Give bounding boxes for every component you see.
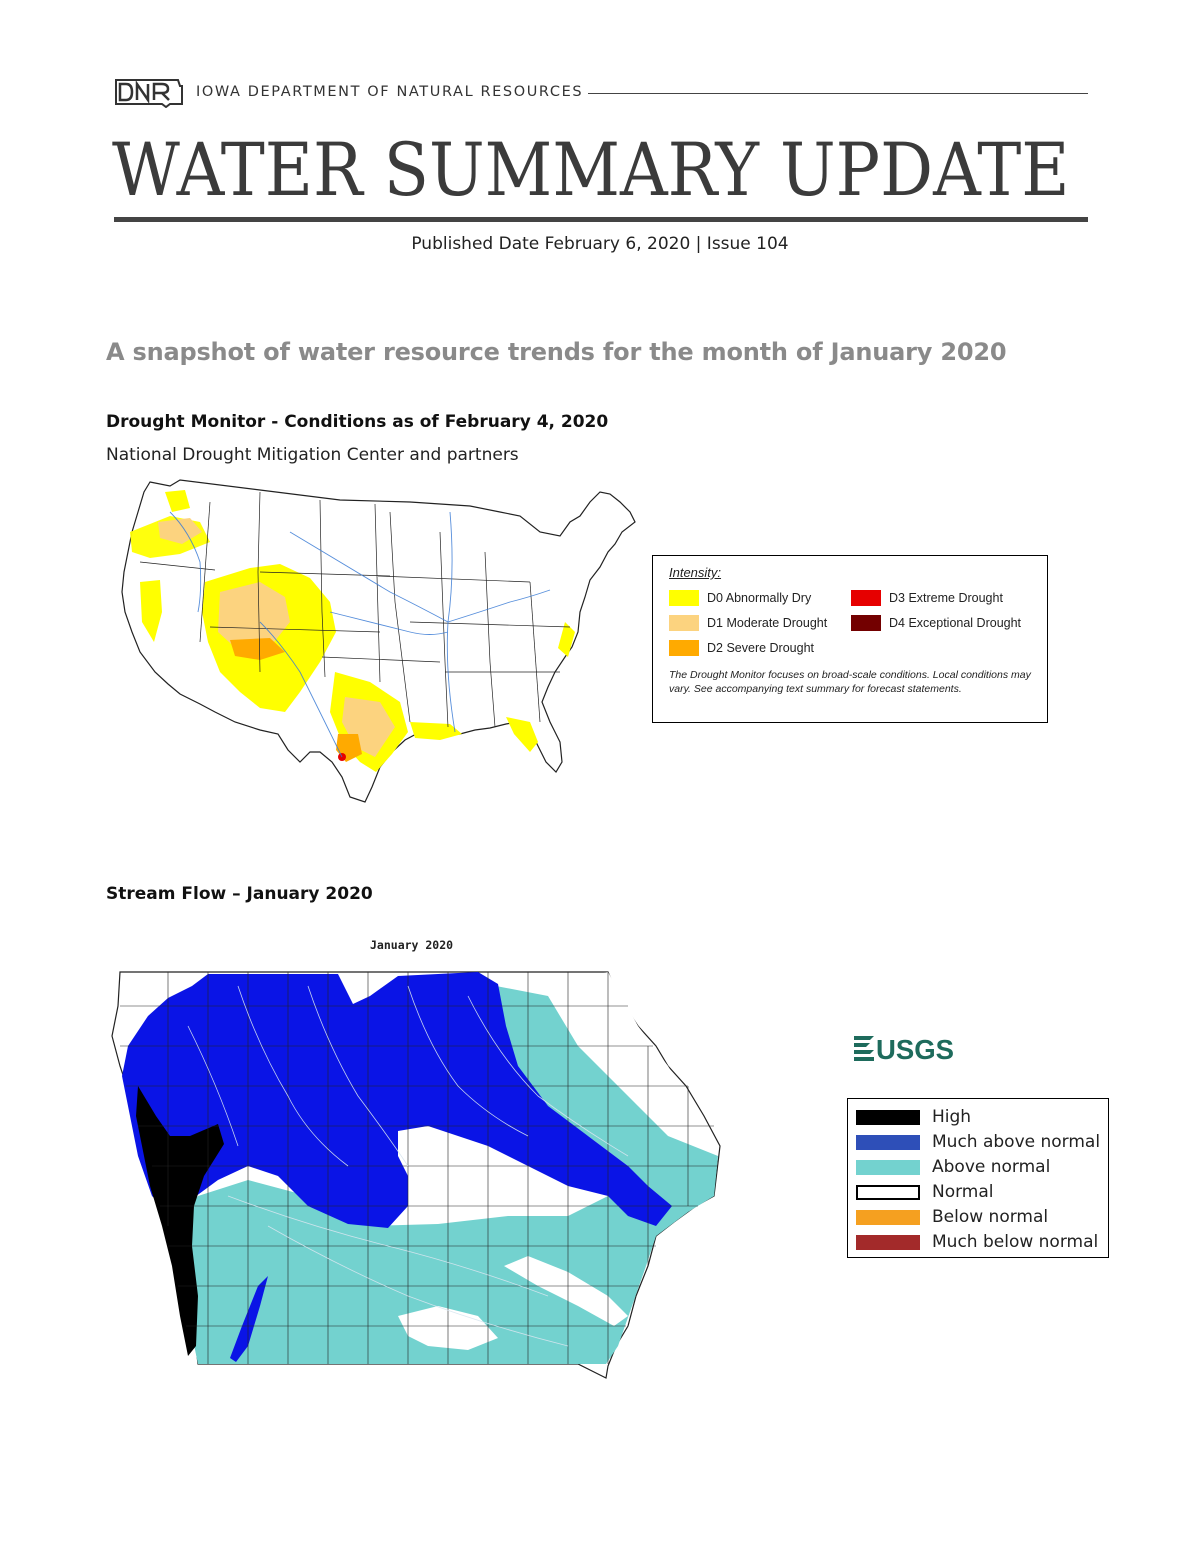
legend-swatch: [669, 615, 699, 631]
stream-map-title: January 2020: [370, 938, 454, 952]
legend-note: The Drought Monitor focuses on broad-sca…: [669, 669, 1031, 695]
stream-flow-legend: High Much above normal Above normal Norm…: [847, 1098, 1109, 1258]
legend-label: D2 Severe Drought: [707, 641, 815, 655]
page-title: WATER SUMMARY UPDATE: [112, 128, 1070, 213]
header-divider: [588, 93, 1088, 94]
snapshot-heading: A snapshot of water resource trends for …: [106, 338, 1007, 366]
legend-label: D0 Abnormally Dry: [707, 591, 812, 605]
agency-name: IOWA DEPARTMENT OF NATURAL RESOURCES: [196, 84, 584, 100]
legend-swatch: [851, 590, 881, 606]
legend-swatch: [851, 615, 881, 631]
published-date: Published Date February 6, 2020 | Issue …: [411, 234, 789, 254]
legend-item-d4: D4 Exceptional Drought: [851, 614, 1021, 632]
iowa-stream-flow-map: [111, 971, 721, 1379]
stream-flow-heading: Stream Flow – January 2020: [106, 884, 373, 904]
legend-swatch: [856, 1109, 920, 1125]
legend-item-much-below: Much below normal: [856, 1231, 1098, 1253]
legend-label: D1 Moderate Drought: [707, 616, 828, 630]
legend-item-above: Above normal: [856, 1156, 1050, 1178]
legend-label: Much below normal: [932, 1232, 1099, 1252]
title-divider: [114, 217, 1088, 222]
legend-label: Below normal: [932, 1207, 1049, 1227]
legend-swatch: [856, 1134, 920, 1150]
legend-item-d0: D0 Abnormally Dry: [669, 589, 811, 607]
usgs-logo-text: USGS: [876, 1034, 954, 1064]
legend-swatch: [856, 1209, 920, 1225]
drought-monitor-heading: Drought Monitor - Conditions as of Febru…: [106, 412, 609, 432]
legend-swatch: [856, 1234, 920, 1250]
dnr-logo: [115, 79, 183, 108]
legend-item-much-above: Much above normal: [856, 1131, 1100, 1153]
legend-label: High: [932, 1107, 972, 1127]
legend-swatch: [669, 640, 699, 656]
legend-label: Much above normal: [932, 1132, 1101, 1152]
legend-item-normal: Normal: [856, 1181, 994, 1203]
legend-item-high: High: [856, 1106, 971, 1128]
drought-monitor-source: National Drought Mitigation Center and p…: [106, 445, 519, 465]
legend-label: Above normal: [932, 1157, 1051, 1177]
legend-swatch: [856, 1184, 920, 1200]
usgs-logo: USGS: [854, 1034, 954, 1064]
legend-label: Normal: [932, 1182, 994, 1202]
legend-label: D3 Extreme Drought: [889, 591, 1003, 605]
legend-label: D4 Exceptional Drought: [889, 616, 1022, 630]
legend-title: Intensity:: [669, 565, 722, 580]
us-drought-map: [121, 479, 636, 803]
legend-swatch: [669, 590, 699, 606]
legend-item-d2: D2 Severe Drought: [669, 639, 814, 657]
legend-swatch: [856, 1159, 920, 1175]
legend-item-d3: D3 Extreme Drought: [851, 589, 1003, 607]
drought-legend: Intensity: D0 Abnormally Dry D1 Moderate…: [652, 555, 1048, 723]
legend-item-d1: D1 Moderate Drought: [669, 614, 827, 632]
legend-item-below: Below normal: [856, 1206, 1048, 1228]
